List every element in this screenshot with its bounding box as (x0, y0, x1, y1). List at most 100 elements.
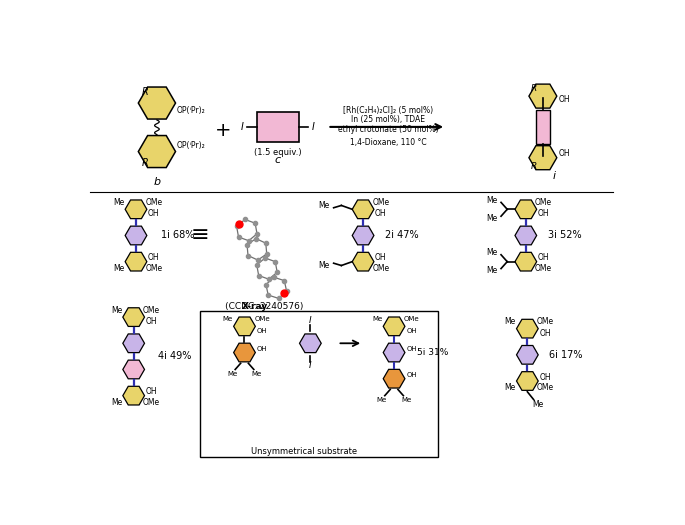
Text: OH: OH (407, 372, 417, 378)
Text: ≡: ≡ (191, 225, 210, 246)
Polygon shape (515, 226, 536, 245)
Text: OH: OH (146, 317, 158, 326)
Text: Me: Me (111, 306, 122, 314)
Text: I: I (241, 122, 244, 132)
Text: OH: OH (257, 328, 268, 334)
Text: Me: Me (113, 198, 125, 207)
Polygon shape (138, 87, 175, 119)
Text: OMe: OMe (255, 317, 270, 322)
Text: OH: OH (539, 373, 551, 382)
Text: Me: Me (377, 397, 387, 403)
Text: Unsymmetrical substrate: Unsymmetrical substrate (251, 447, 357, 456)
Polygon shape (383, 370, 405, 388)
Polygon shape (125, 200, 147, 218)
Text: OH: OH (257, 345, 268, 352)
Text: OMe: OMe (536, 317, 553, 326)
Text: I: I (312, 122, 314, 132)
Text: OH: OH (538, 253, 549, 262)
Polygon shape (515, 200, 536, 218)
Text: Me: Me (486, 214, 497, 223)
Text: Me: Me (319, 261, 329, 270)
Text: Me: Me (227, 371, 237, 377)
Text: Me: Me (486, 266, 497, 276)
Bar (200, 311, 438, 457)
Text: OMe: OMe (536, 383, 553, 393)
Text: 1,4-Dioxane, 110 °C: 1,4-Dioxane, 110 °C (349, 138, 426, 147)
Text: Me: Me (505, 383, 516, 393)
Text: OMe: OMe (145, 198, 162, 207)
Bar (256, 112, 299, 142)
Text: Me: Me (372, 317, 382, 322)
Text: i: i (552, 171, 556, 181)
Text: (1.5 equiv.): (1.5 equiv.) (254, 148, 301, 157)
Text: R: R (141, 87, 148, 97)
Text: OMe: OMe (535, 198, 552, 207)
Polygon shape (515, 253, 536, 271)
Polygon shape (516, 319, 538, 338)
Text: OH: OH (148, 209, 160, 218)
Polygon shape (352, 200, 374, 218)
Text: R: R (141, 158, 148, 168)
Text: Me: Me (319, 201, 329, 210)
Text: ethyl crotonate (50 mol%): ethyl crotonate (50 mol%) (338, 125, 438, 134)
Bar (536, 110, 550, 144)
Polygon shape (123, 386, 145, 405)
Text: 6i 17%: 6i 17% (549, 350, 582, 360)
Text: Me: Me (533, 401, 544, 410)
Polygon shape (516, 345, 538, 364)
Text: OH: OH (558, 96, 570, 104)
Text: R: R (530, 162, 537, 171)
Text: 2i 47%: 2i 47% (385, 230, 419, 240)
Text: Me: Me (401, 397, 412, 403)
Text: (CCDC: 2240576): (CCDC: 2240576) (206, 302, 303, 311)
Text: c: c (275, 155, 281, 165)
Text: OMe: OMe (373, 198, 390, 207)
Text: I: I (309, 317, 312, 326)
Text: OH: OH (558, 149, 570, 159)
Polygon shape (234, 343, 256, 362)
Text: 5i 31%: 5i 31% (417, 348, 449, 357)
Text: OP(ⁱPr)₂: OP(ⁱPr)₂ (177, 106, 205, 116)
Text: +: + (215, 121, 232, 140)
Text: OH: OH (539, 329, 551, 338)
Polygon shape (352, 253, 374, 271)
Text: OH: OH (148, 253, 160, 262)
Text: OH: OH (146, 387, 158, 396)
Polygon shape (299, 334, 321, 353)
Text: OH: OH (375, 253, 387, 262)
Polygon shape (529, 146, 557, 170)
Text: OMe: OMe (143, 306, 160, 314)
Polygon shape (123, 334, 145, 353)
Text: I: I (309, 361, 312, 370)
Text: In (25 mol%), TDAE: In (25 mol%), TDAE (351, 116, 425, 124)
Text: Me: Me (486, 195, 497, 205)
Text: OH: OH (407, 345, 417, 352)
Text: b: b (153, 177, 160, 187)
Text: OH: OH (538, 209, 549, 218)
Text: OMe: OMe (404, 317, 420, 322)
Text: Me: Me (113, 264, 125, 273)
Polygon shape (123, 360, 145, 379)
Text: Me: Me (111, 398, 122, 407)
Text: X-ray: X-ray (241, 302, 268, 311)
Text: OMe: OMe (145, 264, 162, 273)
Polygon shape (383, 317, 405, 335)
Polygon shape (125, 226, 147, 245)
Polygon shape (516, 372, 538, 391)
Text: OH: OH (407, 328, 417, 334)
Text: Me: Me (223, 317, 233, 322)
Text: Me: Me (486, 248, 497, 257)
Text: OMe: OMe (373, 264, 390, 273)
Text: OMe: OMe (535, 264, 552, 273)
Polygon shape (383, 343, 405, 362)
Text: [Rh(C₂H₄)₂Cl]₂ (5 mol%): [Rh(C₂H₄)₂Cl]₂ (5 mol%) (342, 106, 433, 116)
Polygon shape (529, 84, 557, 108)
Polygon shape (352, 226, 374, 245)
Polygon shape (138, 135, 175, 167)
Text: 4i 49%: 4i 49% (158, 351, 192, 361)
Text: Me: Me (505, 317, 516, 326)
Polygon shape (234, 317, 256, 335)
Text: Me: Me (252, 371, 262, 377)
Text: OH: OH (375, 209, 387, 218)
Text: 3i 52%: 3i 52% (547, 230, 581, 240)
